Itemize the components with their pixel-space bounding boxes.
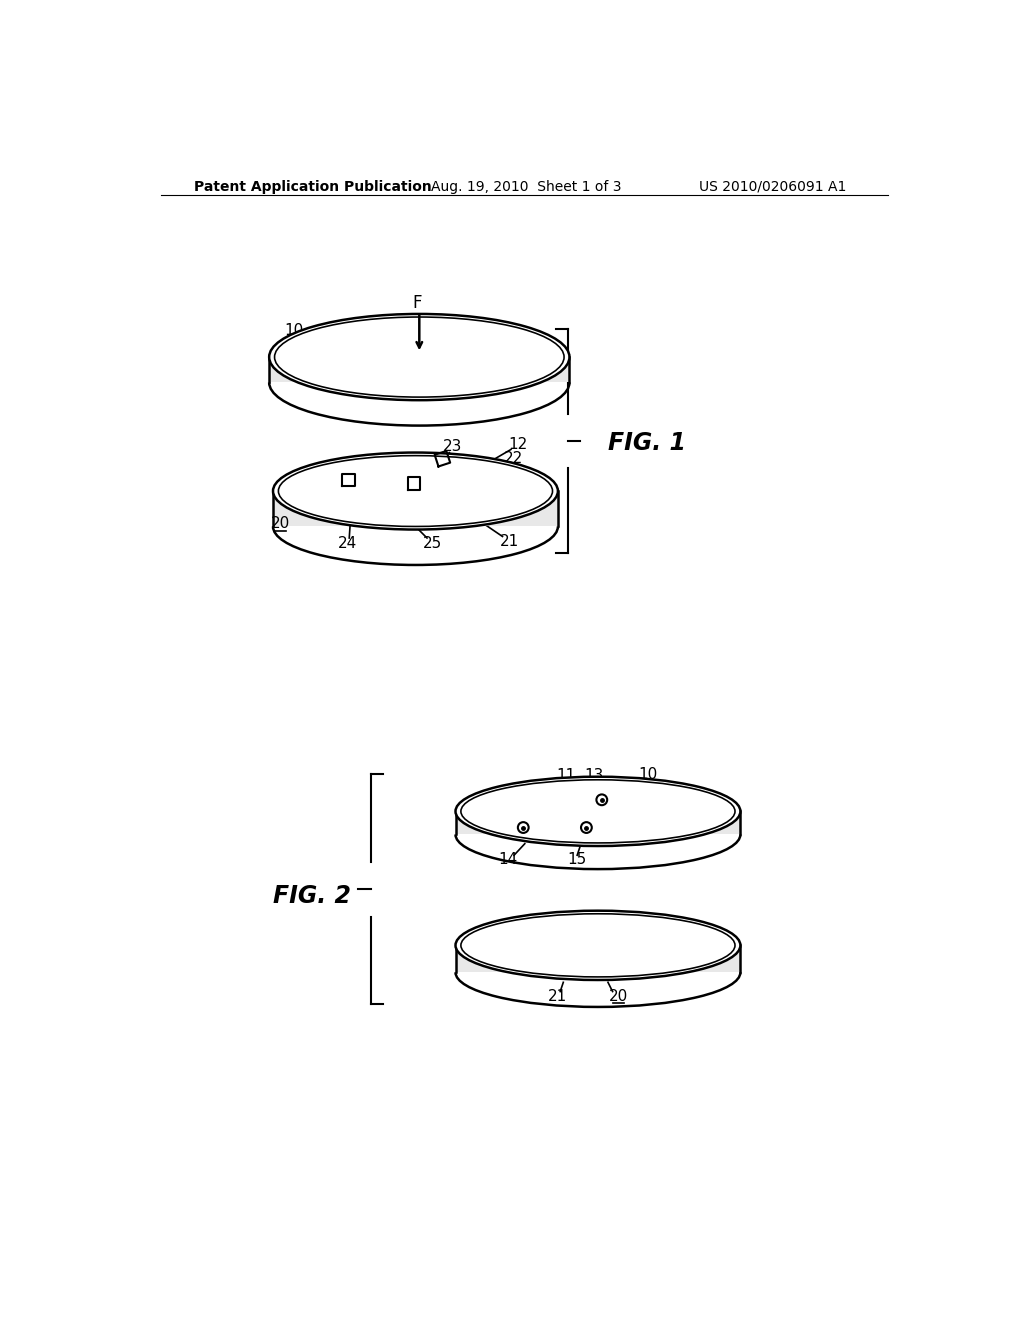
Polygon shape xyxy=(273,491,558,527)
Text: 23: 23 xyxy=(442,438,462,454)
Text: 22: 22 xyxy=(504,451,523,466)
Text: 12: 12 xyxy=(632,832,650,846)
Text: Patent Application Publication: Patent Application Publication xyxy=(194,180,431,194)
Text: Aug. 19, 2010  Sheet 1 of 3: Aug. 19, 2010 Sheet 1 of 3 xyxy=(431,180,622,194)
Ellipse shape xyxy=(269,314,569,400)
Polygon shape xyxy=(456,812,740,834)
Text: 25: 25 xyxy=(423,536,442,550)
Text: 21: 21 xyxy=(548,989,567,1003)
Text: 11: 11 xyxy=(556,768,575,784)
Text: 10: 10 xyxy=(285,323,303,338)
Text: 10: 10 xyxy=(638,767,657,781)
Text: 13: 13 xyxy=(585,768,604,784)
Ellipse shape xyxy=(273,453,558,529)
Text: 24: 24 xyxy=(338,536,357,550)
Text: 22: 22 xyxy=(635,923,654,937)
Text: 20: 20 xyxy=(609,989,629,1003)
Text: FIG. 1: FIG. 1 xyxy=(608,432,686,455)
Text: 15: 15 xyxy=(567,851,587,867)
Polygon shape xyxy=(269,358,569,383)
Ellipse shape xyxy=(456,911,740,979)
Polygon shape xyxy=(456,945,740,973)
Text: F: F xyxy=(413,294,422,312)
Text: US 2010/0206091 A1: US 2010/0206091 A1 xyxy=(698,180,846,194)
Text: 21: 21 xyxy=(500,533,519,549)
Text: 12: 12 xyxy=(508,437,527,451)
Text: 20: 20 xyxy=(271,516,291,531)
Ellipse shape xyxy=(456,776,740,846)
Text: 14: 14 xyxy=(499,851,517,867)
Text: 11: 11 xyxy=(493,322,511,338)
Text: FIG. 2: FIG. 2 xyxy=(273,884,351,908)
